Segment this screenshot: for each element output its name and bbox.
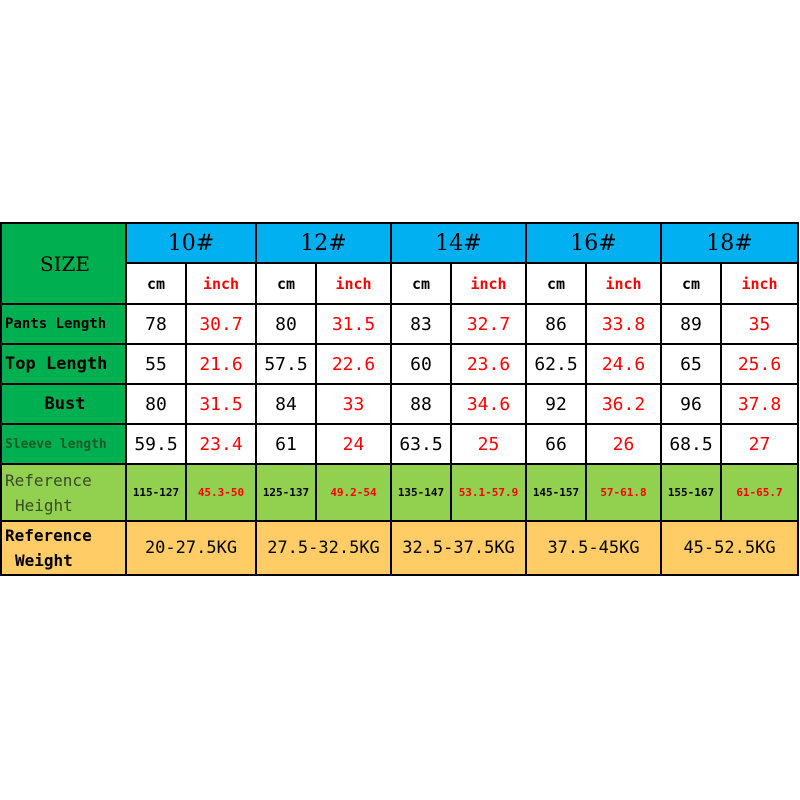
unit-inch: inch (585, 262, 662, 305)
inch-value: 31.5 (315, 303, 392, 345)
inch-value: 33.8 (585, 303, 662, 345)
unit-cm: cm (660, 262, 722, 305)
inch-value: 22.6 (315, 343, 392, 385)
inch-value: 24 (315, 423, 392, 465)
cm-value: 88 (390, 383, 452, 425)
height-inch: 49.2-54 (315, 463, 392, 522)
size-column-header: 18# (660, 222, 799, 264)
cm-value: 80 (125, 383, 187, 425)
height-inch: 53.1-57.9 (450, 463, 527, 522)
inch-value: 23.6 (450, 343, 527, 385)
weight-value: 27.5-32.5KG (255, 520, 392, 576)
cm-value: 86 (525, 303, 587, 345)
weight-value: 32.5-37.5KG (390, 520, 527, 576)
inch-value: 36.2 (585, 383, 662, 425)
cm-value: 60 (390, 343, 452, 385)
row-label-weight: Reference Weight (0, 520, 127, 576)
height-cm: 115-127 (125, 463, 187, 522)
cm-value: 62.5 (525, 343, 587, 385)
table-row: Sleeve length 59.5 23.4 61 24 63.5 25 66 26 68.5 2… (0, 423, 799, 465)
height-cm: 125-137 (255, 463, 317, 522)
unit-inch: inch (720, 262, 799, 305)
height-inch: 45.3-50 (185, 463, 257, 522)
cm-value: 92 (525, 383, 587, 425)
height-cm: 135-147 (390, 463, 452, 522)
label-line: Reference (5, 470, 92, 490)
inch-value: 32.7 (450, 303, 527, 345)
inch-value: 25 (450, 423, 527, 465)
inch-value: 31.5 (185, 383, 257, 425)
cm-value: 84 (255, 383, 317, 425)
height-cm: 145-157 (525, 463, 587, 522)
unit-inch: inch (315, 262, 392, 305)
unit-cm: cm (255, 262, 317, 305)
weight-value: 20-27.5KG (125, 520, 257, 576)
inch-value: 23.4 (185, 423, 257, 465)
height-inch: 57-61.8 (585, 463, 662, 522)
height-cm: 155-167 (660, 463, 722, 522)
size-column-header: 14# (390, 222, 527, 264)
cm-value: 65 (660, 343, 722, 385)
label-line: Weight (15, 551, 73, 570)
inch-value: 35 (720, 303, 799, 345)
inch-value: 26 (585, 423, 662, 465)
cm-value: 78 (125, 303, 187, 345)
cm-value: 55 (125, 343, 187, 385)
unit-cm: cm (390, 262, 452, 305)
row-label: Pants Length (0, 303, 127, 345)
cm-value: 59.5 (125, 423, 187, 465)
size-column-header: 16# (525, 222, 662, 264)
inch-value: 24.6 (585, 343, 662, 385)
row-label: Bust (0, 383, 127, 425)
unit-inch: inch (450, 262, 527, 305)
inch-value: 27 (720, 423, 799, 465)
unit-cm: cm (525, 262, 587, 305)
cm-value: 83 (390, 303, 452, 345)
size-chart-table: SIZE 10# 12# 14# 16# 18# cm inch cm inch cm inch c… (0, 222, 799, 576)
inch-value: 21.6 (185, 343, 257, 385)
cm-value: 63.5 (390, 423, 452, 465)
row-label: Sleeve length (0, 423, 127, 465)
label-line: Height (15, 495, 73, 515)
table-row: Pants Length 78 30.7 80 31.5 83 32.7 86 33.8 89 35 (0, 303, 799, 345)
inch-value: 34.6 (450, 383, 527, 425)
unit-inch: inch (185, 262, 257, 305)
cm-value: 89 (660, 303, 722, 345)
inch-value: 25.6 (720, 343, 799, 385)
cm-value: 66 (525, 423, 587, 465)
cm-value: 61 (255, 423, 317, 465)
cm-value: 80 (255, 303, 317, 345)
size-column-header: 10# (125, 222, 257, 264)
cm-value: 96 (660, 383, 722, 425)
cm-value: 57.5 (255, 343, 317, 385)
size-header: SIZE (0, 222, 127, 305)
label-line: Reference (5, 526, 92, 545)
table-row: Top Length 55 21.6 57.5 22.6 60 23.6 62.5 24.6 65… (0, 343, 799, 385)
cm-value: 68.5 (660, 423, 722, 465)
weight-value: 45-52.5KG (660, 520, 799, 576)
weight-value: 37.5-45KG (525, 520, 662, 576)
inch-value: 33 (315, 383, 392, 425)
row-label-height: Reference Height (0, 463, 127, 522)
inch-value: 30.7 (185, 303, 257, 345)
table-row: Bust 80 31.5 84 33 88 34.6 92 36.2 96 37.8 (0, 383, 799, 425)
height-inch: 61-65.7 (720, 463, 799, 522)
row-label: Top Length (0, 343, 127, 385)
size-column-header: 12# (255, 222, 392, 264)
unit-cm: cm (125, 262, 187, 305)
inch-value: 37.8 (720, 383, 799, 425)
